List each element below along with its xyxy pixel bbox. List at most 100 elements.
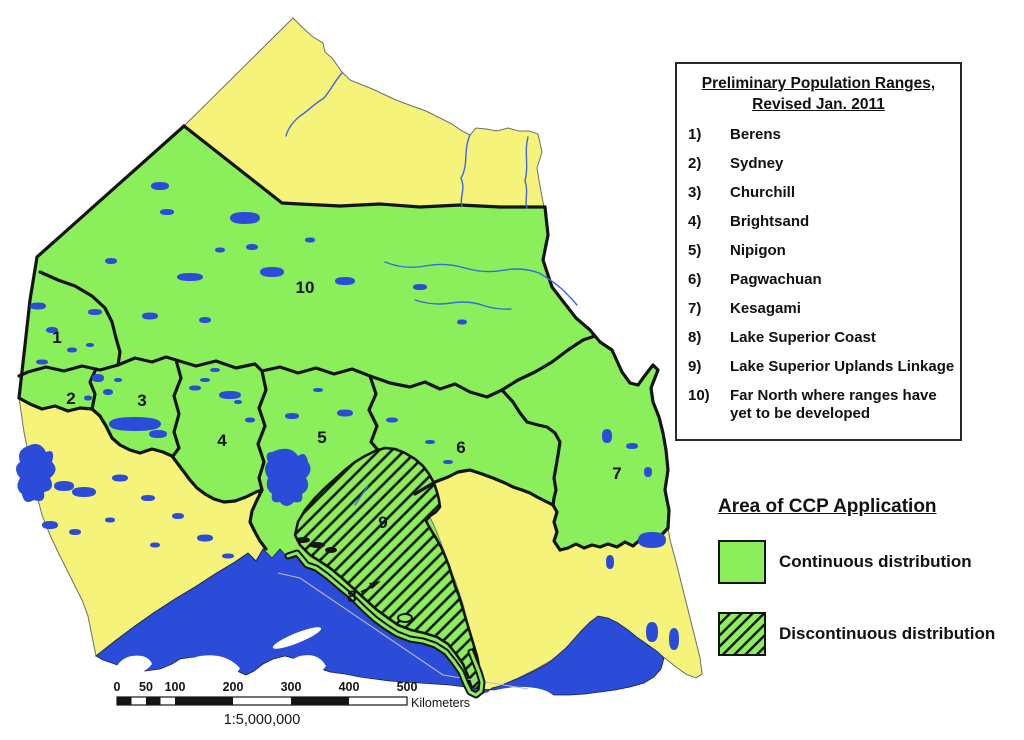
legend-item: 2) Sydney bbox=[688, 155, 960, 173]
scale-unit-label: Kilometers bbox=[411, 696, 470, 710]
border-6-10 bbox=[368, 374, 504, 399]
legend-item: 3) Churchill bbox=[688, 184, 960, 202]
legend-item-number: 8) bbox=[688, 329, 702, 346]
legend-item: 10) Far North where ranges have yet to be… bbox=[688, 387, 960, 423]
region-label-2: 2 bbox=[66, 389, 75, 408]
discontinuous-label: Discontinuous distribution bbox=[779, 624, 996, 643]
shore-blob bbox=[325, 547, 337, 553]
region-8-coastal-strip bbox=[284, 549, 486, 699]
region-label-3: 3 bbox=[137, 391, 146, 410]
coastal-strip-fill bbox=[286, 551, 484, 697]
rivers bbox=[285, 72, 578, 506]
legend-item-number: 7) bbox=[688, 300, 702, 317]
border-1-2 bbox=[17, 363, 120, 378]
legend-item-number: 9) bbox=[688, 358, 702, 375]
scale-tick-50: 50 bbox=[139, 680, 153, 694]
river bbox=[285, 72, 343, 137]
legend-item-number: 1) bbox=[688, 126, 702, 143]
lake-of-the-woods bbox=[16, 444, 56, 502]
region-label-5: 5 bbox=[317, 428, 326, 447]
lake-shore-white-wedge bbox=[112, 655, 555, 705]
river bbox=[524, 136, 529, 209]
border-1-10 bbox=[38, 270, 122, 367]
river bbox=[354, 485, 369, 506]
legend-item-number: 4) bbox=[688, 213, 702, 230]
legend-item: 1) Berens bbox=[688, 126, 960, 144]
legend-item: 9) Lake Superior Uplands Linkage bbox=[688, 358, 960, 376]
shoreline-detail bbox=[296, 537, 337, 553]
inland-lakes bbox=[16, 72, 679, 673]
legend-item-name: Brightsand bbox=[730, 213, 810, 230]
scale-bar: 0 50 100 200 300 400 500 Kilometers 1:5,… bbox=[114, 680, 471, 728]
legend-item-name: Lake Superior Uplands Linkage bbox=[730, 358, 955, 375]
legend-item-name: Lake Superior Coast bbox=[730, 329, 876, 346]
shore-blob bbox=[309, 542, 325, 548]
border-4-10 bbox=[174, 358, 264, 373]
border-7-10 bbox=[500, 334, 597, 392]
continuous-swatch bbox=[718, 540, 766, 584]
legend-title-line1: Preliminary Population Ranges, bbox=[701, 75, 936, 92]
scale-tick-300: 300 bbox=[281, 680, 302, 694]
scale-tick-200: 200 bbox=[223, 680, 244, 694]
lake-nipigon bbox=[265, 448, 311, 506]
legend-item-name: Sydney bbox=[730, 155, 784, 172]
border-3-4 bbox=[171, 358, 183, 458]
legend-item-number: 6) bbox=[688, 271, 702, 288]
legend-item-number: 3) bbox=[688, 184, 702, 201]
region-labels: 1 2 3 4 5 6 7 8 9 10 bbox=[52, 278, 621, 606]
region-label-6: 6 bbox=[456, 438, 465, 457]
legend-title-line2: Revised Jan. 2011 bbox=[752, 96, 885, 113]
scale-tick-400: 400 bbox=[339, 680, 360, 694]
legend-title: Preliminary Population Ranges, Revised J… bbox=[677, 73, 960, 115]
border-6-south bbox=[413, 468, 555, 507]
river bbox=[460, 134, 471, 207]
legend-item: 5) Nipigon bbox=[688, 242, 960, 260]
scale-ratio-label: 1:5,000,000 bbox=[224, 712, 301, 728]
shore-blob bbox=[296, 537, 310, 543]
region-label-10: 10 bbox=[296, 278, 315, 297]
scale-tick-0: 0 bbox=[114, 680, 121, 694]
legend-item-number: 5) bbox=[688, 242, 702, 259]
region-borders bbox=[17, 124, 671, 552]
border-5-10 bbox=[260, 365, 372, 378]
legend-item-name: Churchill bbox=[730, 184, 796, 201]
border-6-7 bbox=[500, 388, 562, 507]
scale-tick-500: 500 bbox=[397, 680, 418, 694]
population-ranges-legend: Preliminary Population Ranges, Revised J… bbox=[675, 62, 962, 441]
river bbox=[384, 261, 578, 306]
scale-segment bbox=[117, 697, 132, 705]
legend-items: 1) Berens 2) Sydney 3) Churchill 4) Brightsa… bbox=[677, 126, 960, 423]
ccp-continuous-row: Continuous distribution bbox=[718, 540, 972, 584]
legend-item-number: 10) bbox=[688, 387, 710, 404]
isle-royale-island bbox=[272, 627, 322, 649]
border-3-10 bbox=[116, 355, 178, 367]
scale-segment bbox=[291, 697, 349, 705]
legend-item-name: Pagwachuan bbox=[730, 271, 822, 288]
region-label-9: 9 bbox=[378, 513, 387, 532]
coastal-island bbox=[397, 613, 413, 623]
border-7-west bbox=[551, 503, 562, 552]
region-label-1: 1 bbox=[52, 328, 61, 347]
border-west bbox=[17, 124, 186, 400]
legend-item-name: Berens bbox=[730, 126, 781, 143]
border-4-5 bbox=[256, 369, 268, 492]
border-5-6 bbox=[367, 374, 380, 452]
river bbox=[414, 299, 512, 310]
ccp-legend-heading: Area of CCP Application bbox=[718, 496, 937, 517]
discontinuous-swatch bbox=[718, 612, 766, 656]
scale-segment bbox=[146, 697, 161, 705]
region-9-discontinuous-area bbox=[293, 446, 483, 692]
border-southwest-yellow bbox=[17, 396, 268, 551]
legend-item-name: Far North where ranges have yet to be de… bbox=[730, 387, 937, 422]
scale-segment bbox=[175, 697, 233, 705]
ccp-discontinuous-row: Discontinuous distribution bbox=[718, 612, 995, 656]
border-east-jagged bbox=[541, 205, 671, 530]
legend-item: 6) Pagwachuan bbox=[688, 271, 960, 289]
legend-item-name: Nipigon bbox=[730, 242, 786, 259]
legend-item: 7) Kesagami bbox=[688, 300, 960, 318]
legend-item: 8) Lake Superior Coast bbox=[688, 329, 960, 347]
region-label-4: 4 bbox=[217, 431, 227, 450]
region-8-arrow-head bbox=[369, 581, 381, 589]
